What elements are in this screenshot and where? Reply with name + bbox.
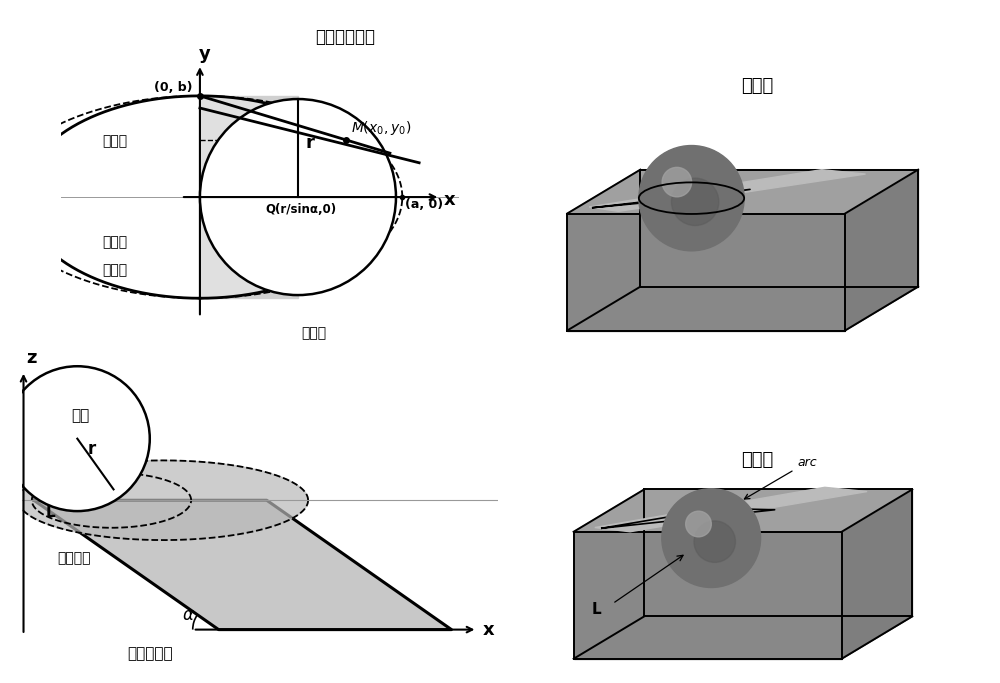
Text: 微珠落: 微珠落 (102, 236, 127, 249)
Polygon shape (644, 490, 912, 617)
Text: x: x (482, 621, 494, 639)
Text: $M(x_0,y_0)$: $M(x_0,y_0)$ (351, 120, 411, 137)
Polygon shape (200, 96, 377, 298)
Circle shape (686, 511, 711, 537)
Text: 斜槽底部位置: 斜槽底部位置 (315, 28, 375, 46)
Circle shape (662, 167, 692, 197)
Text: y: y (199, 45, 211, 64)
Text: 斜槽倾斜角: 斜槽倾斜角 (127, 646, 173, 661)
Text: x: x (443, 191, 455, 209)
Text: 半短轴: 半短轴 (102, 135, 127, 148)
Circle shape (639, 145, 744, 251)
Text: $\alpha$: $\alpha$ (182, 607, 195, 624)
Circle shape (694, 521, 735, 562)
Text: L: L (45, 505, 55, 520)
Polygon shape (34, 500, 451, 630)
Polygon shape (589, 169, 866, 211)
Text: r: r (88, 441, 96, 458)
Polygon shape (200, 96, 298, 298)
Circle shape (200, 99, 396, 295)
Text: (a, 0): (a, 0) (405, 199, 444, 212)
Polygon shape (574, 617, 912, 659)
Polygon shape (567, 169, 918, 214)
Text: z: z (26, 349, 37, 367)
Text: 斜槽斜高: 斜槽斜高 (57, 551, 90, 566)
Circle shape (662, 489, 761, 587)
Polygon shape (640, 169, 918, 287)
Text: 半径: 半径 (71, 408, 89, 423)
Polygon shape (574, 532, 842, 659)
Text: 半浸润: 半浸润 (741, 77, 773, 96)
Text: Q(r/sinα,0): Q(r/sinα,0) (266, 203, 337, 216)
Circle shape (5, 366, 150, 511)
Text: arc: arc (744, 456, 817, 499)
Polygon shape (842, 490, 912, 659)
Polygon shape (18, 460, 308, 540)
Polygon shape (845, 169, 918, 331)
Text: L: L (591, 602, 601, 617)
Polygon shape (567, 287, 918, 331)
Text: (0, b): (0, b) (154, 81, 192, 94)
Polygon shape (567, 214, 845, 331)
Text: 半长轴: 半长轴 (301, 326, 326, 340)
Text: r: r (306, 134, 314, 152)
Polygon shape (595, 487, 867, 532)
Circle shape (671, 178, 719, 225)
Polygon shape (574, 490, 912, 532)
Text: 全浸润: 全浸润 (741, 451, 773, 469)
Text: 点位置: 点位置 (102, 263, 127, 277)
